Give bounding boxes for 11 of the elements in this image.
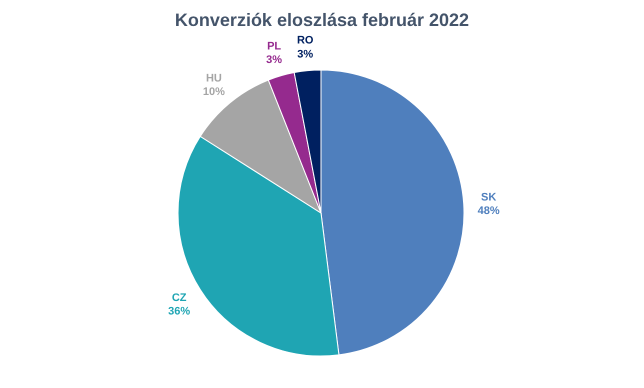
slice-label: CZ xyxy=(172,292,187,304)
data-label: 3% xyxy=(297,48,314,60)
chart-title: Konverziók eloszlása február 2022 xyxy=(174,10,470,30)
data-label: 10% xyxy=(202,86,226,98)
slice-label: SK xyxy=(481,191,496,204)
data-label: 48% xyxy=(478,205,500,217)
slice-label: RO xyxy=(296,34,314,47)
data-label: 36% xyxy=(168,306,190,318)
slice-label: HU xyxy=(206,72,222,84)
slice-label: PL xyxy=(267,40,282,52)
data-label: 3% xyxy=(266,54,282,66)
